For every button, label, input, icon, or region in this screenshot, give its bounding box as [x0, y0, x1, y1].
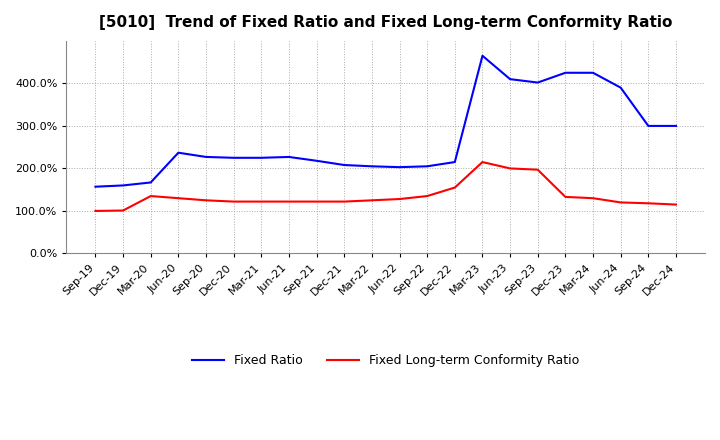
Fixed Long-term Conformity Ratio [561, 194, 570, 200]
Title: [5010]  Trend of Fixed Ratio and Fixed Long-term Conformity Ratio: [5010] Trend of Fixed Ratio and Fixed Lo… [99, 15, 672, 30]
Fixed Ratio [119, 183, 127, 188]
Fixed Ratio [230, 155, 238, 161]
Fixed Long-term Conformity Ratio [146, 194, 155, 199]
Fixed Ratio [395, 165, 404, 170]
Fixed Long-term Conformity Ratio [202, 198, 210, 203]
Fixed Ratio [284, 154, 293, 160]
Fixed Ratio [672, 123, 680, 128]
Legend: Fixed Ratio, Fixed Long-term Conformity Ratio: Fixed Ratio, Fixed Long-term Conformity … [187, 349, 584, 372]
Fixed Long-term Conformity Ratio [478, 159, 487, 165]
Line: Fixed Long-term Conformity Ratio: Fixed Long-term Conformity Ratio [96, 162, 676, 211]
Fixed Ratio [534, 80, 542, 85]
Fixed Long-term Conformity Ratio [505, 166, 514, 171]
Fixed Long-term Conformity Ratio [284, 199, 293, 204]
Fixed Ratio [202, 154, 210, 160]
Fixed Ratio [174, 150, 183, 155]
Fixed Long-term Conformity Ratio [644, 201, 652, 206]
Fixed Ratio [423, 164, 431, 169]
Fixed Long-term Conformity Ratio [257, 199, 266, 204]
Fixed Ratio [505, 77, 514, 82]
Fixed Long-term Conformity Ratio [174, 195, 183, 201]
Fixed Ratio [589, 70, 598, 75]
Fixed Ratio [146, 180, 155, 185]
Fixed Long-term Conformity Ratio [672, 202, 680, 207]
Fixed Ratio [561, 70, 570, 75]
Fixed Ratio [367, 164, 376, 169]
Fixed Ratio [340, 162, 348, 168]
Fixed Long-term Conformity Ratio [395, 196, 404, 202]
Fixed Long-term Conformity Ratio [367, 198, 376, 203]
Fixed Ratio [257, 155, 266, 161]
Fixed Long-term Conformity Ratio [423, 194, 431, 199]
Fixed Ratio [312, 158, 321, 163]
Fixed Ratio [451, 159, 459, 165]
Fixed Long-term Conformity Ratio [340, 199, 348, 204]
Fixed Ratio [478, 53, 487, 59]
Fixed Long-term Conformity Ratio [230, 199, 238, 204]
Fixed Long-term Conformity Ratio [616, 200, 625, 205]
Fixed Ratio [616, 85, 625, 90]
Fixed Ratio [644, 123, 652, 128]
Fixed Long-term Conformity Ratio [312, 199, 321, 204]
Line: Fixed Ratio: Fixed Ratio [96, 56, 676, 187]
Fixed Long-term Conformity Ratio [534, 167, 542, 172]
Fixed Long-term Conformity Ratio [589, 195, 598, 201]
Fixed Long-term Conformity Ratio [451, 185, 459, 190]
Fixed Ratio [91, 184, 100, 189]
Fixed Long-term Conformity Ratio [91, 208, 100, 213]
Fixed Long-term Conformity Ratio [119, 208, 127, 213]
